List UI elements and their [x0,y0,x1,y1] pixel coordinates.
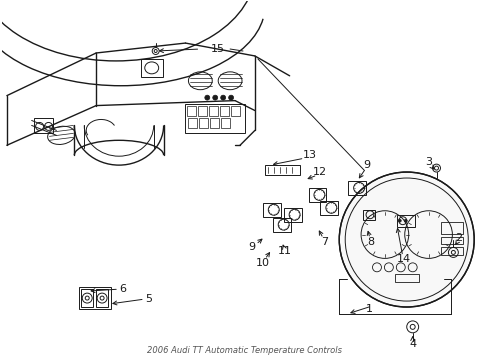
Circle shape [339,172,473,307]
Bar [231,105,240,116]
Bar [96,289,108,307]
Bar [220,105,229,116]
Bar [264,165,299,175]
Bar [198,105,207,116]
Text: 14: 14 [396,255,410,264]
Circle shape [404,219,407,222]
Bar [272,218,290,231]
Text: 11: 11 [277,247,291,256]
Text: 4: 4 [408,339,415,349]
Text: 7: 7 [320,237,327,247]
Text: 3: 3 [424,157,431,167]
Text: 8: 8 [366,237,374,247]
Text: 6: 6 [119,284,126,294]
Bar [199,118,208,129]
Bar [79,287,111,309]
Bar [209,105,218,116]
Text: 9: 9 [248,243,255,252]
Bar [441,222,462,234]
Bar [347,181,366,195]
Circle shape [398,219,401,222]
Text: 9: 9 [363,160,370,170]
Bar [34,118,53,133]
Text: 5: 5 [145,294,152,304]
Circle shape [212,95,217,100]
Bar [187,105,196,116]
Bar [185,104,244,133]
Bar [188,118,197,129]
Bar [308,188,325,202]
Bar [210,118,219,129]
Bar [263,203,280,217]
Bar [441,247,462,255]
Bar [362,210,374,220]
Text: 13: 13 [302,150,316,160]
Text: 10: 10 [255,258,269,268]
Circle shape [228,95,233,100]
Text: 2: 2 [454,233,461,243]
Circle shape [220,95,225,100]
Bar [320,201,338,215]
Text: 12: 12 [312,167,326,177]
Bar [394,274,418,282]
Bar [283,208,301,222]
Bar [141,59,163,77]
Text: 15: 15 [211,44,225,54]
Bar [396,215,414,227]
Bar [81,289,93,307]
Bar [441,237,462,244]
Circle shape [204,95,209,100]
Text: 2006 Audi TT Automatic Temperature Controls: 2006 Audi TT Automatic Temperature Contr… [146,346,341,355]
Text: 1: 1 [365,304,372,314]
Bar [221,118,230,129]
